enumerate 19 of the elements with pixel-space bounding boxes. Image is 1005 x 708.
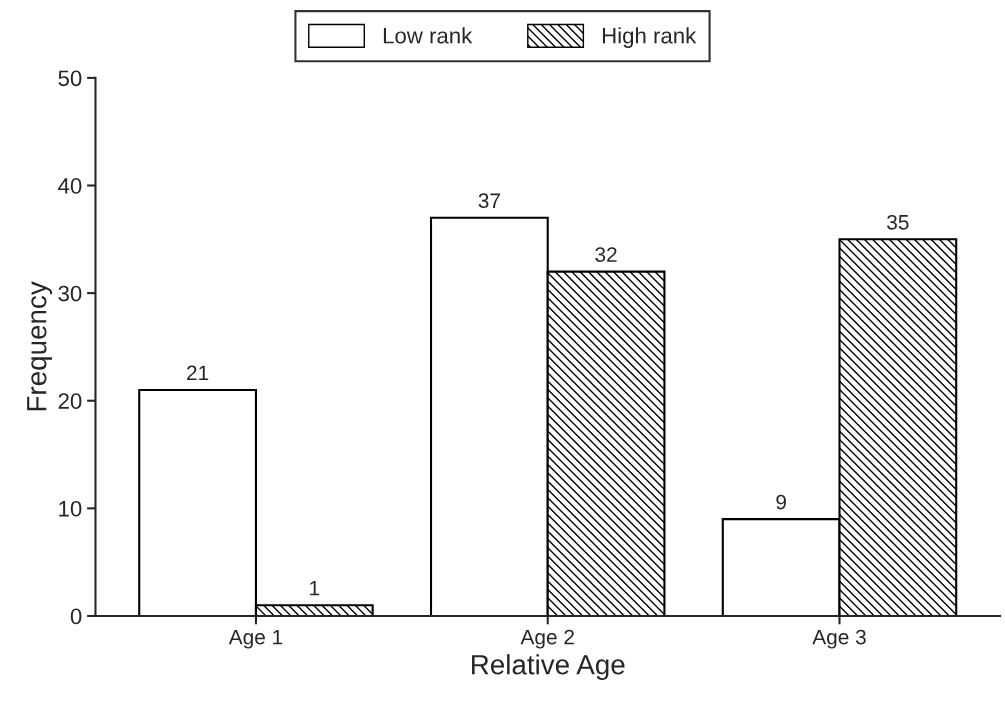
- data-label: 21: [187, 365, 209, 381]
- x-tick-label: Age 2: [520, 629, 574, 649]
- data-label: 32: [595, 247, 617, 262]
- legend-label: High rank: [602, 27, 697, 48]
- legend-label: Low rank: [383, 27, 473, 44]
- y-tick-label: 40: [58, 178, 82, 194]
- x-axis-title: Relative Age: [472, 654, 625, 681]
- y-tick-label: 0: [70, 608, 82, 625]
- x-tick-label: Age 3: [812, 629, 866, 649]
- y-tick-label: 50: [58, 70, 82, 87]
- data-label: 1: [310, 580, 320, 596]
- data-label: 37: [478, 193, 500, 209]
- data-label: 35: [887, 214, 909, 230]
- y-axis-title: Frequency: [27, 281, 53, 411]
- x-tick-label: Age 1: [228, 629, 283, 649]
- data-label: 9: [776, 494, 786, 510]
- y-tick-label: 20: [58, 393, 82, 409]
- y-tick-label: 30: [58, 285, 82, 302]
- y-tick-label: 10: [59, 500, 82, 517]
